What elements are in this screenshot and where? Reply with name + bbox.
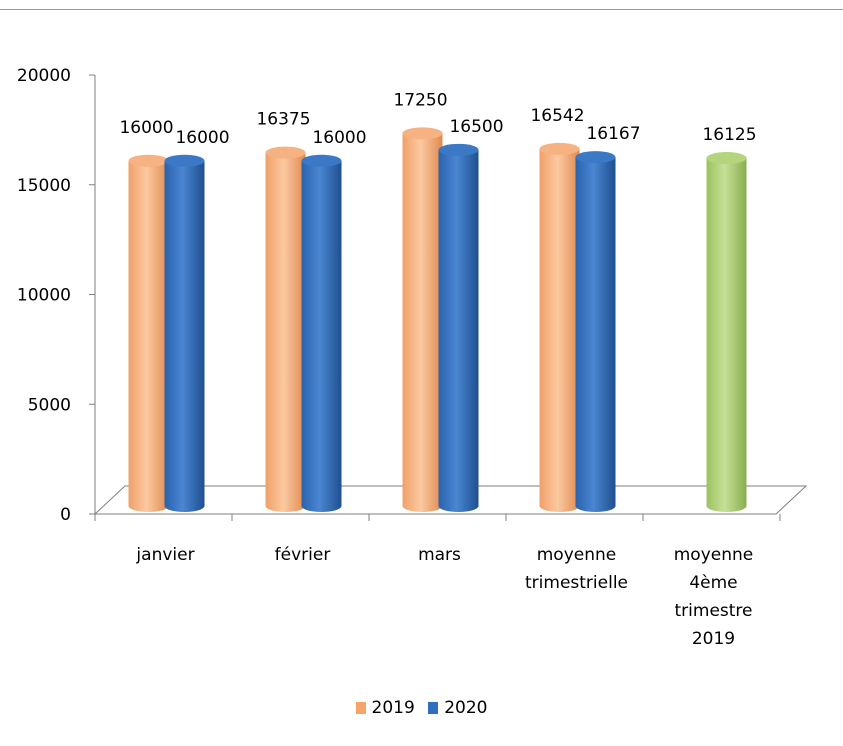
y-tick-label: 15000 — [17, 176, 71, 196]
bar — [575, 151, 616, 513]
y-tick-label: 5000 — [28, 395, 71, 415]
bar — [265, 146, 306, 512]
legend-swatch-2019 — [355, 702, 366, 714]
bar — [164, 154, 205, 513]
bar — [539, 142, 580, 512]
bar-cap — [438, 143, 479, 156]
x-tick-label: février — [275, 545, 331, 565]
bar-body — [164, 160, 205, 513]
y-tick-label: 20000 — [17, 66, 71, 86]
bar-cap — [128, 154, 169, 167]
data-label: 16000 — [312, 128, 366, 148]
data-label: 16375 — [256, 110, 310, 130]
x-tick-label: moyenne 4ème trimestre 2019 — [674, 545, 754, 649]
bar — [438, 143, 479, 512]
data-label: 16542 — [530, 106, 584, 126]
top-border-line — [0, 9, 843, 10]
legend-item-2020: 2020 — [428, 698, 487, 718]
bar-body — [539, 148, 580, 512]
legend-item-2019: 2019 — [355, 698, 415, 718]
bar — [706, 152, 747, 512]
legend-label-2019: 2019 — [371, 698, 415, 718]
legend-label-2020: 2020 — [444, 698, 488, 718]
bar — [128, 154, 169, 513]
bar-cap — [706, 152, 747, 165]
legend-swatch-2020 — [428, 702, 439, 714]
y-tick-label: 0 — [60, 505, 71, 525]
bar-body — [706, 158, 747, 512]
labels-layer: janvier février mars moyenne trimestrielle mo… — [119, 90, 756, 649]
bar-cap — [575, 151, 616, 164]
axes-layer: 0 5000 10000 15000 20000 — [17, 66, 808, 525]
bar — [301, 154, 342, 513]
data-label: 16000 — [175, 128, 229, 148]
bar-cap — [265, 146, 306, 159]
bar-cap — [539, 142, 580, 155]
bar-body — [575, 157, 616, 513]
bar — [402, 127, 443, 513]
bar-body — [402, 133, 443, 513]
bar-body — [438, 149, 479, 512]
y-tick-label: 10000 — [17, 286, 71, 306]
bar-body — [301, 160, 342, 513]
bars-layer — [128, 127, 747, 513]
bar-cap — [402, 127, 443, 140]
x-tick-label: moyenne trimestrielle — [525, 545, 628, 593]
data-label: 16167 — [586, 124, 640, 144]
data-label: 16125 — [702, 125, 756, 145]
x-tick-label: janvier — [135, 545, 194, 565]
bar-body — [265, 152, 306, 512]
bar-cap — [164, 154, 205, 167]
bar-body — [128, 160, 169, 513]
data-label: 16000 — [119, 118, 173, 138]
data-label: 16500 — [449, 117, 503, 137]
data-label: 17250 — [393, 90, 447, 110]
x-tick-label: mars — [418, 545, 461, 565]
legend: 2019 2020 — [0, 698, 843, 719]
bar-cap — [301, 154, 342, 167]
